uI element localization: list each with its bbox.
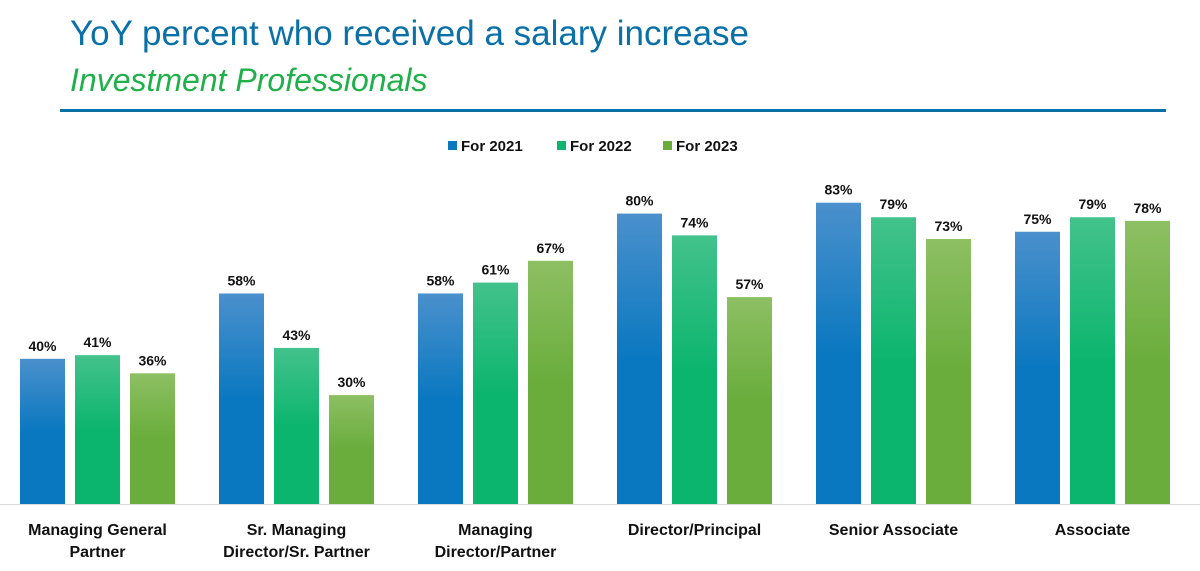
data-label: 83% xyxy=(824,182,853,198)
data-label: 73% xyxy=(934,218,963,234)
legend-swatch xyxy=(448,141,457,150)
bar xyxy=(1015,231,1060,504)
legend-swatch xyxy=(557,141,566,150)
data-label: 75% xyxy=(1023,211,1052,227)
data-label: 58% xyxy=(227,272,256,288)
bar xyxy=(274,347,319,504)
data-label: 67% xyxy=(536,240,565,256)
data-label: 74% xyxy=(680,214,709,230)
category-label: Director/Principal xyxy=(628,522,761,539)
bar xyxy=(816,202,861,504)
category-label: Senior Associate xyxy=(829,522,958,539)
bar xyxy=(473,282,518,504)
bar xyxy=(871,217,916,505)
data-label: 57% xyxy=(735,276,764,292)
category-label: Managing General Partner xyxy=(28,522,167,561)
data-label: 78% xyxy=(1133,200,1162,216)
legend-label: For 2023 xyxy=(676,138,738,155)
data-label: 30% xyxy=(337,374,366,390)
bar xyxy=(926,239,971,504)
chart-subtitle: Investment Professionals xyxy=(70,62,428,98)
title-divider xyxy=(60,109,1166,112)
bar xyxy=(219,293,264,504)
data-label: 58% xyxy=(426,272,455,288)
chart-title: YoY percent who received a salary increa… xyxy=(70,14,750,53)
bar xyxy=(130,373,175,504)
data-label: 40% xyxy=(28,338,57,354)
bar xyxy=(418,293,463,504)
data-label: 80% xyxy=(625,193,654,209)
data-label: 43% xyxy=(282,327,311,343)
bar xyxy=(20,358,65,504)
bar xyxy=(617,213,662,504)
legend-label: For 2022 xyxy=(570,138,632,155)
data-label: 79% xyxy=(1078,196,1107,212)
category-label: Managing Director/Partner xyxy=(435,522,557,561)
data-label: 61% xyxy=(481,262,510,278)
category-label: Sr. Managing Director/Sr. Partner xyxy=(223,522,370,561)
data-label: 41% xyxy=(83,334,112,350)
bar xyxy=(1070,217,1115,505)
bar xyxy=(672,235,717,504)
bar xyxy=(329,395,374,504)
bar xyxy=(75,355,120,504)
data-label: 36% xyxy=(138,352,167,368)
bar xyxy=(1125,220,1170,505)
legend-swatch xyxy=(663,141,672,150)
bar xyxy=(727,297,772,504)
data-label: 79% xyxy=(879,196,908,212)
bar xyxy=(528,260,573,504)
category-label: Associate xyxy=(1055,522,1131,539)
legend-label: For 2021 xyxy=(461,138,523,155)
